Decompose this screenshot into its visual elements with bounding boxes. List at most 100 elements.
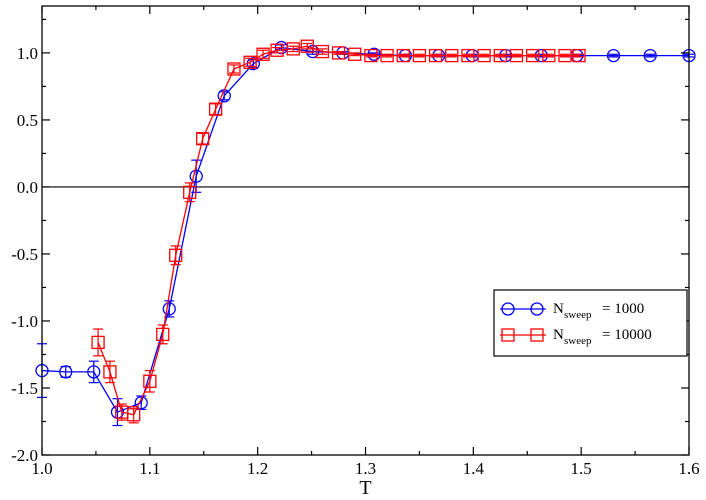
- x-tick-label: 1.6: [678, 459, 699, 478]
- plot-frame: [41, 5, 690, 456]
- data-point: [87, 365, 101, 379]
- data-point: [509, 48, 524, 63]
- error-bar: [559, 53, 570, 58]
- data-point: [196, 132, 210, 146]
- data-point: [428, 48, 443, 63]
- error-bar: [88, 360, 99, 384]
- series-line-10000: [97, 45, 580, 416]
- error-bar: [302, 42, 313, 50]
- x-tick-label: 1.1: [139, 459, 160, 478]
- error-bar: [317, 48, 328, 55]
- data-point: [270, 43, 284, 57]
- legend-label-value: = 10000: [602, 327, 652, 343]
- data-point: [558, 48, 572, 63]
- error-bar: [414, 53, 425, 58]
- data-point: [227, 62, 241, 76]
- axes: 1.0 1.1 1.2 1.3 1.4 1.5 1.6 -2.0 -1.5 -1.0 -0.5 0.0…: [11, 5, 700, 499]
- data-point: [243, 55, 257, 69]
- data-point: [189, 169, 203, 183]
- error-bar: [104, 360, 115, 384]
- data-point: [208, 102, 223, 116]
- error-bar: [382, 53, 393, 58]
- data-point: [300, 39, 314, 53]
- data-point: [364, 48, 378, 63]
- data-point: [461, 48, 475, 63]
- x-tick-label: 1.3: [355, 459, 376, 478]
- data-point: [143, 374, 157, 388]
- y-tick-label: 1.0: [17, 44, 38, 63]
- error-bar: [272, 46, 283, 54]
- data-point: [103, 365, 117, 379]
- data-point: [91, 335, 105, 350]
- data-point: [315, 44, 330, 59]
- data-point: [286, 42, 300, 56]
- x-tick-label: 1.4: [463, 459, 485, 478]
- error-bar: [365, 53, 376, 58]
- data-point: [156, 327, 170, 342]
- x-tick-label: 1.2: [247, 459, 268, 478]
- data-point: [445, 48, 459, 63]
- x-tick-label: 1.5: [571, 459, 592, 478]
- data-point: [396, 48, 410, 63]
- data-point: [127, 408, 141, 422]
- y-tick-label: 0.0: [17, 178, 38, 197]
- data-point: [134, 396, 148, 410]
- error-bar: [333, 50, 344, 55]
- error-bar: [511, 53, 522, 58]
- data-point: [572, 48, 586, 63]
- series-10000: [91, 39, 586, 424]
- error-bar: [258, 49, 269, 59]
- data-point: [493, 48, 507, 63]
- error-bar: [245, 57, 256, 67]
- y-tick-label: 0.5: [17, 111, 38, 130]
- legend-box: [493, 289, 688, 357]
- legend-label-sub: sweep: [564, 335, 592, 347]
- error-bar: [288, 45, 299, 53]
- data-point: [412, 48, 427, 63]
- error-bar: [228, 64, 239, 74]
- series-layer: [35, 39, 696, 427]
- error-bar: [430, 53, 441, 58]
- series-1000: [35, 40, 696, 427]
- error-bar: [574, 53, 585, 58]
- error-bar: [446, 53, 457, 58]
- data-point: [348, 47, 362, 61]
- error-bar: [398, 53, 409, 58]
- error-bar: [645, 53, 656, 58]
- legend-label-value: = 1000: [602, 301, 644, 317]
- data-point: [256, 47, 270, 61]
- legend-label-main: N: [553, 301, 564, 317]
- legend-entry-10000: N sweep = 10000: [500, 327, 652, 347]
- error-bar: [479, 53, 490, 58]
- x-axis-label: T: [359, 477, 371, 499]
- error-bar: [144, 369, 155, 393]
- error-bar: [112, 398, 123, 427]
- legend: N sweep = 1000 N sweep = 10000: [493, 289, 688, 357]
- data-point: [542, 48, 556, 63]
- data-point: [477, 48, 491, 63]
- y-tick-label: -1.5: [11, 379, 38, 398]
- data-point: [331, 46, 346, 60]
- error-bar: [93, 328, 104, 357]
- error-bar: [543, 53, 554, 58]
- error-bar: [495, 53, 506, 58]
- data-point: [380, 48, 394, 63]
- data-point: [606, 48, 621, 63]
- y-tick-label: -1.0: [11, 312, 38, 331]
- x-tick-label: 1.0: [31, 459, 52, 478]
- legend-label-main: N: [553, 327, 564, 343]
- data-point: [59, 365, 73, 379]
- data-point: [525, 48, 540, 63]
- series-line-1000: [41, 46, 689, 413]
- legend-entry-1000: N sweep = 1000: [500, 301, 644, 321]
- data-point: [162, 302, 176, 316]
- y-tick-label: -2.0: [11, 446, 38, 465]
- data-point: [169, 248, 183, 262]
- error-bar: [349, 52, 360, 57]
- y-tick-label: -0.5: [11, 245, 38, 264]
- error-bar: [527, 53, 538, 58]
- data-point: [183, 185, 197, 199]
- data-point: [643, 48, 657, 63]
- error-bar: [462, 53, 473, 58]
